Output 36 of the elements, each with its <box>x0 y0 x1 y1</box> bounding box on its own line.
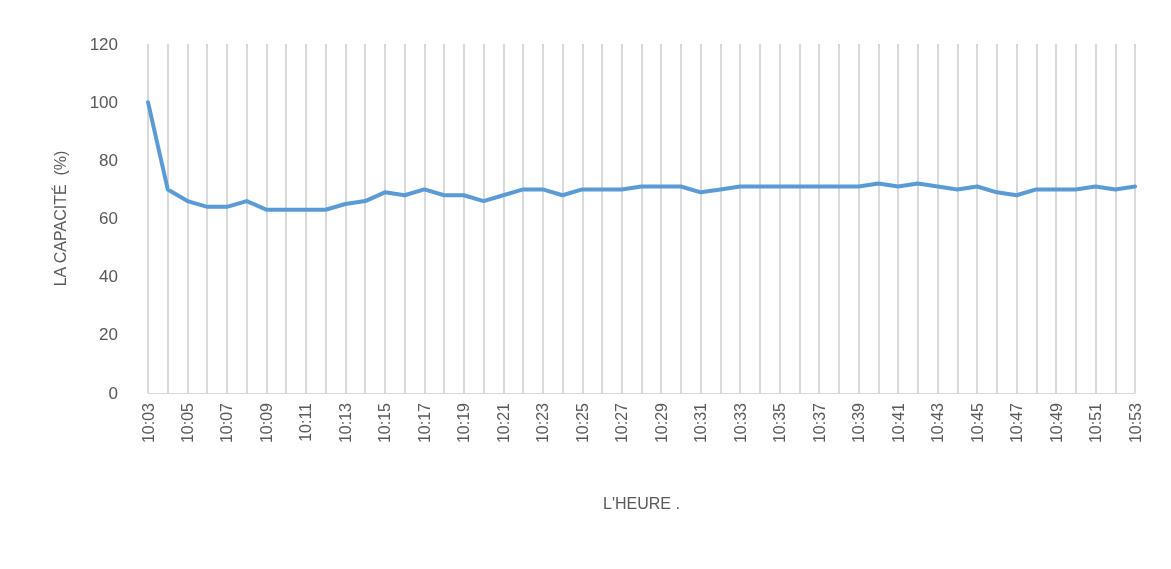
x-tick-label: 10:19 <box>455 402 473 444</box>
x-tick-label: 10:27 <box>613 402 631 444</box>
x-tick-label: 10:23 <box>534 402 552 444</box>
x-axis-title: L'HEURE . <box>603 494 680 512</box>
x-tick-label: 10:05 <box>178 402 196 444</box>
x-tick-label: 10:07 <box>218 402 236 444</box>
x-tick-label: 10:17 <box>415 402 433 444</box>
x-tick-label: 10:15 <box>376 402 394 444</box>
y-tick-label: 80 <box>99 150 118 170</box>
y-tick-label: 100 <box>89 92 118 112</box>
x-tick-label: 10:45 <box>968 402 986 444</box>
x-tick-label: 10:21 <box>494 402 512 444</box>
x-tick-label: 10:49 <box>1047 402 1065 444</box>
x-tick-label: 10:43 <box>929 402 947 444</box>
x-tick-label: 10:31 <box>692 402 710 444</box>
y-tick-label: 0 <box>108 383 118 403</box>
y-tick-label: 60 <box>99 209 118 228</box>
x-tick-label: 10:53 <box>1126 402 1144 444</box>
y-tick-label: 20 <box>99 325 118 345</box>
x-tick-label: 10:09 <box>257 402 275 444</box>
x-tick-label: 10:33 <box>731 402 749 444</box>
x-tick-label: 10:35 <box>771 402 789 444</box>
line-series <box>146 100 1137 212</box>
x-tick-label: 10:29 <box>652 402 670 444</box>
x-tick-label: 10:11 <box>297 402 315 442</box>
x-tick-label: 10:47 <box>1008 402 1026 444</box>
x-tick-label: 10:51 <box>1087 402 1105 444</box>
x-tick-label: 10:37 <box>810 402 828 444</box>
x-tick-label: 10:39 <box>850 402 868 444</box>
y-tick-label: 120 <box>89 34 118 54</box>
x-tick-label: 10:41 <box>889 402 907 444</box>
x-tick-label: 10:25 <box>573 402 591 444</box>
x-tick-label: 10:13 <box>336 402 354 444</box>
y-tick-label: 40 <box>99 267 118 287</box>
y-axis-title: LA CAPACITÉ (%) <box>50 150 69 287</box>
x-tick-label: 10:03 <box>139 402 157 444</box>
